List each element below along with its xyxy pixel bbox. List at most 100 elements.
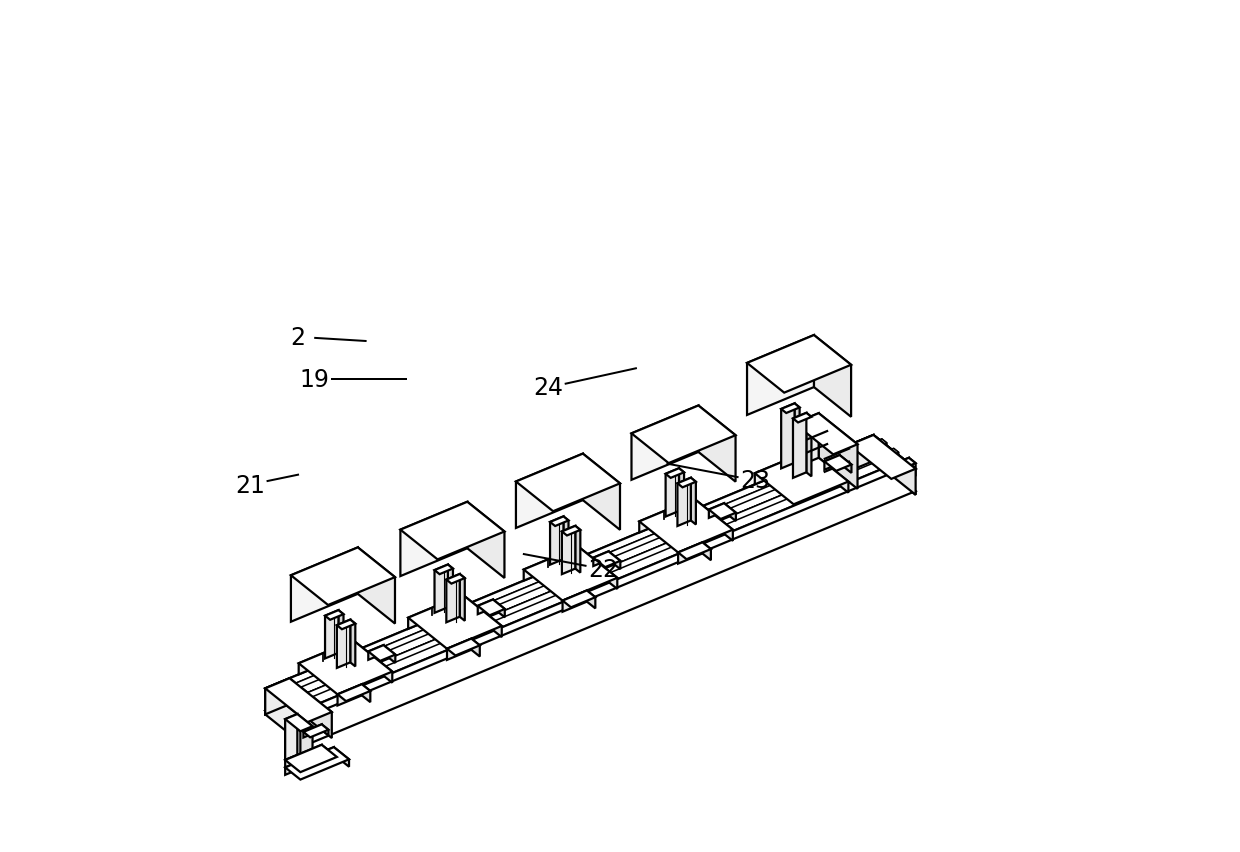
Polygon shape — [285, 747, 348, 780]
Polygon shape — [825, 456, 852, 471]
Polygon shape — [698, 406, 735, 482]
Polygon shape — [882, 440, 887, 446]
Polygon shape — [781, 404, 795, 469]
Polygon shape — [321, 724, 329, 735]
Polygon shape — [446, 574, 460, 623]
Polygon shape — [810, 451, 848, 493]
Polygon shape — [339, 610, 343, 657]
Polygon shape — [285, 745, 337, 772]
Polygon shape — [265, 435, 915, 722]
Polygon shape — [285, 449, 894, 705]
Polygon shape — [334, 747, 348, 767]
Polygon shape — [325, 610, 343, 620]
Polygon shape — [678, 543, 711, 560]
Polygon shape — [563, 590, 595, 607]
Polygon shape — [523, 547, 578, 581]
Polygon shape — [321, 745, 337, 764]
Polygon shape — [285, 714, 312, 731]
Text: 21: 21 — [236, 473, 265, 497]
Polygon shape — [794, 413, 806, 478]
Polygon shape — [593, 552, 620, 567]
Polygon shape — [274, 440, 887, 697]
Polygon shape — [285, 714, 298, 760]
Polygon shape — [640, 499, 694, 532]
Polygon shape — [325, 610, 339, 659]
Polygon shape — [666, 469, 684, 478]
Polygon shape — [460, 574, 465, 621]
Polygon shape — [401, 502, 505, 560]
Polygon shape — [694, 499, 733, 541]
Polygon shape — [909, 458, 915, 469]
Polygon shape — [471, 639, 480, 657]
Polygon shape — [477, 600, 494, 614]
Polygon shape — [631, 406, 735, 463]
Polygon shape — [640, 499, 733, 553]
Polygon shape — [467, 502, 505, 579]
Polygon shape — [408, 596, 502, 649]
Polygon shape — [494, 600, 505, 618]
Polygon shape — [446, 574, 465, 584]
Polygon shape — [265, 458, 873, 715]
Polygon shape — [368, 645, 383, 660]
Polygon shape — [849, 435, 915, 480]
Polygon shape — [746, 336, 813, 416]
Polygon shape — [269, 446, 913, 727]
Polygon shape — [609, 552, 620, 569]
Polygon shape — [849, 435, 873, 471]
Polygon shape — [477, 600, 505, 616]
Polygon shape — [678, 543, 702, 564]
Polygon shape — [265, 458, 915, 745]
Polygon shape — [873, 435, 915, 495]
Polygon shape — [794, 413, 811, 423]
Polygon shape — [677, 478, 696, 487]
Polygon shape — [806, 413, 811, 477]
Polygon shape — [523, 547, 618, 601]
Polygon shape — [583, 454, 620, 530]
Polygon shape — [593, 552, 609, 567]
Polygon shape — [337, 684, 371, 701]
Polygon shape — [291, 548, 358, 622]
Polygon shape — [755, 451, 848, 504]
Polygon shape — [677, 478, 691, 527]
Polygon shape — [813, 336, 851, 417]
Polygon shape — [877, 446, 913, 489]
Polygon shape — [587, 590, 595, 608]
Polygon shape — [894, 449, 899, 456]
Polygon shape — [269, 446, 877, 713]
Polygon shape — [298, 714, 312, 767]
Polygon shape — [562, 527, 580, 536]
Text: 19: 19 — [299, 367, 329, 392]
Polygon shape — [337, 620, 350, 668]
Polygon shape — [285, 745, 321, 768]
Polygon shape — [709, 504, 724, 518]
Polygon shape — [383, 645, 396, 663]
Polygon shape — [350, 620, 356, 666]
Polygon shape — [746, 336, 851, 393]
Polygon shape — [301, 458, 915, 717]
Polygon shape — [408, 596, 463, 629]
Polygon shape — [358, 548, 396, 624]
Polygon shape — [304, 724, 321, 738]
Polygon shape — [516, 454, 583, 528]
Polygon shape — [575, 527, 580, 573]
Polygon shape — [446, 639, 480, 656]
Polygon shape — [362, 684, 371, 702]
Polygon shape — [755, 451, 810, 485]
Polygon shape — [680, 469, 684, 515]
Polygon shape — [285, 449, 899, 706]
Polygon shape — [368, 645, 396, 661]
Polygon shape — [285, 719, 300, 772]
Polygon shape — [516, 454, 620, 512]
Polygon shape — [463, 596, 502, 637]
Polygon shape — [434, 565, 448, 613]
Polygon shape — [551, 517, 568, 527]
Polygon shape — [818, 414, 858, 489]
Polygon shape — [795, 404, 800, 468]
Polygon shape — [265, 678, 290, 715]
Polygon shape — [337, 684, 362, 705]
Polygon shape — [562, 527, 575, 574]
Polygon shape — [551, 517, 563, 565]
Polygon shape — [301, 458, 909, 717]
Polygon shape — [578, 547, 618, 590]
Polygon shape — [724, 504, 735, 521]
